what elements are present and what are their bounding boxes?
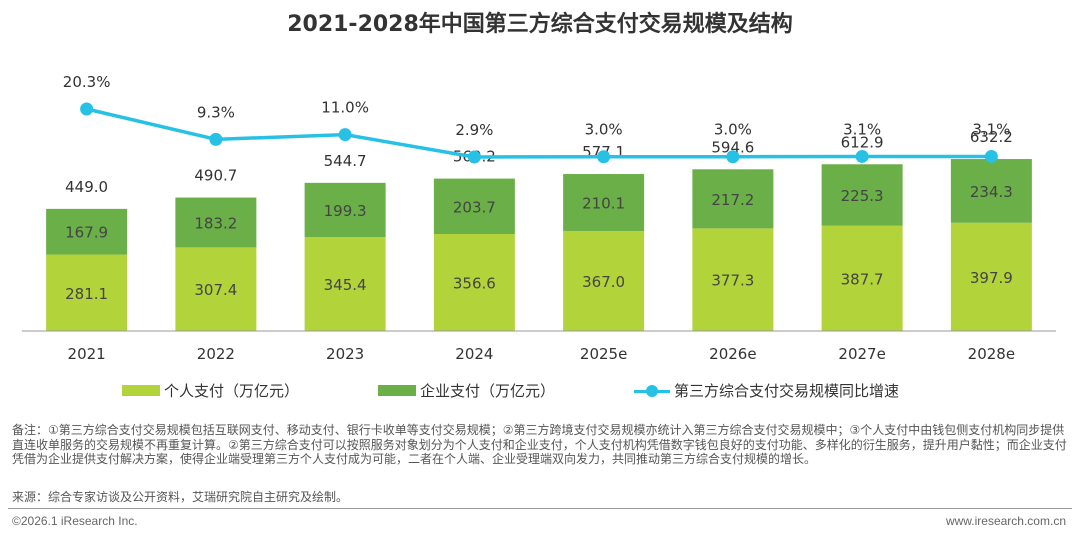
bar-personal xyxy=(821,225,903,331)
growth-line xyxy=(86,107,992,159)
growth-label: 2.9% xyxy=(455,121,493,139)
bar-personal xyxy=(175,247,257,331)
legend-growth-swatch xyxy=(634,384,670,398)
bar-enterprise-label: 199.3 xyxy=(324,202,367,220)
x-tick-label: 2021 xyxy=(68,345,106,363)
bar-enterprise xyxy=(563,174,645,232)
bar-personal-label: 367.0 xyxy=(582,273,625,291)
growth-label: 3.0% xyxy=(585,121,623,139)
bar-personal-label: 377.3 xyxy=(711,272,754,290)
x-tick-label: 2026e xyxy=(709,345,756,363)
bar-enterprise xyxy=(692,169,774,229)
bar-enterprise xyxy=(46,208,128,255)
bar-personal xyxy=(433,234,515,331)
stacked-bar-line-chart: 281.1 167.9 449.0 2021 307.4 183.2 490.7 2022 34… xyxy=(22,73,1056,363)
bar-personal-label: 307.4 xyxy=(194,281,237,299)
growth-label: 20.3% xyxy=(63,73,111,91)
bar-enterprise-label: 203.7 xyxy=(453,198,496,216)
bar-personal xyxy=(304,237,386,331)
growth-label: 3.1% xyxy=(972,120,1010,138)
bar-personal-label: 397.9 xyxy=(970,269,1013,287)
x-tick-label: 2025e xyxy=(580,345,627,363)
bar-enterprise xyxy=(304,182,386,238)
footer-divider xyxy=(8,508,1072,509)
bar-total-label: 490.7 xyxy=(194,167,237,185)
bar-personal xyxy=(950,222,1032,331)
growth-label: 9.3% xyxy=(197,103,235,121)
bar-enterprise xyxy=(433,178,515,235)
growth-point xyxy=(467,150,481,164)
bar-enterprise-label: 167.9 xyxy=(65,224,108,242)
bar-enterprise xyxy=(950,159,1032,223)
legend-enterprise-swatch xyxy=(378,385,416,396)
chart-title: 2021-2028年中国第三方综合支付交易规模及结构 xyxy=(287,12,793,37)
bar-enterprise-label: 225.3 xyxy=(841,187,884,205)
growth-label: 3.1% xyxy=(843,120,881,138)
legend-growth-label: 第三方综合支付交易规模同比增速 xyxy=(674,382,900,400)
legend-enterprise-label: 企业支付（万亿元） xyxy=(420,382,556,400)
bar-enterprise-label: 210.1 xyxy=(582,195,625,213)
bar-total-label: 632.2 xyxy=(970,128,1013,146)
legend-personal-swatch xyxy=(122,385,160,396)
copyright: ©2026.1 iResearch Inc. xyxy=(12,514,138,528)
legend-enterprise: 企业支付（万亿元） xyxy=(378,380,555,401)
legend: 个人支付（万亿元） 企业支付（万亿元） 第三方综合支付交易规模同比增速 xyxy=(0,380,1080,402)
bar-personal-label: 281.1 xyxy=(65,285,108,303)
bar-total-label: 544.7 xyxy=(324,152,367,170)
bar-enterprise-label: 234.3 xyxy=(970,183,1013,201)
source-note: 来源：综合专家访谈及公开资料，艾瑞研究院自主研究及绘制。 xyxy=(12,490,349,504)
legend-personal-label: 个人支付（万亿元） xyxy=(164,382,300,400)
growth-point xyxy=(80,102,94,116)
x-tick-label: 2024 xyxy=(455,345,493,363)
growth-point xyxy=(338,128,352,142)
bar-enterprise xyxy=(175,197,257,248)
x-tick-label: 2022 xyxy=(197,345,235,363)
growth-label: 3.0% xyxy=(714,121,752,139)
footnote: 备注：①第三方综合支付交易规模包括互联网支付、移动支付、银行卡收单等支付交易规模… xyxy=(12,423,1067,466)
growth-label: 11.0% xyxy=(321,99,369,117)
legend-personal: 个人支付（万亿元） xyxy=(122,380,299,401)
bar-personal xyxy=(563,231,645,331)
website: www.iresearch.com.cn xyxy=(945,514,1066,528)
bar-total-label: 449.0 xyxy=(65,178,108,196)
growth-point xyxy=(984,149,998,163)
growth-point xyxy=(209,132,223,146)
growth-point xyxy=(726,150,740,164)
bar-enterprise-label: 183.2 xyxy=(194,214,237,232)
growth-point xyxy=(597,150,611,164)
bar-personal-label: 387.7 xyxy=(841,270,884,288)
bar-enterprise xyxy=(821,164,903,226)
x-tick-label: 2023 xyxy=(326,345,364,363)
bar-personal xyxy=(692,228,774,331)
legend-growth: 第三方综合支付交易规模同比增速 xyxy=(634,380,899,401)
bar-personal-label: 345.4 xyxy=(324,276,367,294)
bar-enterprise-label: 217.2 xyxy=(711,191,754,209)
bar-personal xyxy=(46,254,128,331)
bar-personal-label: 356.6 xyxy=(453,275,496,293)
x-tick-label: 2027e xyxy=(838,345,885,363)
x-tick-label: 2028e xyxy=(968,345,1015,363)
bar-total-label: 594.6 xyxy=(711,138,754,156)
growth-point xyxy=(855,149,869,163)
bar-total-label: 612.9 xyxy=(841,133,884,151)
